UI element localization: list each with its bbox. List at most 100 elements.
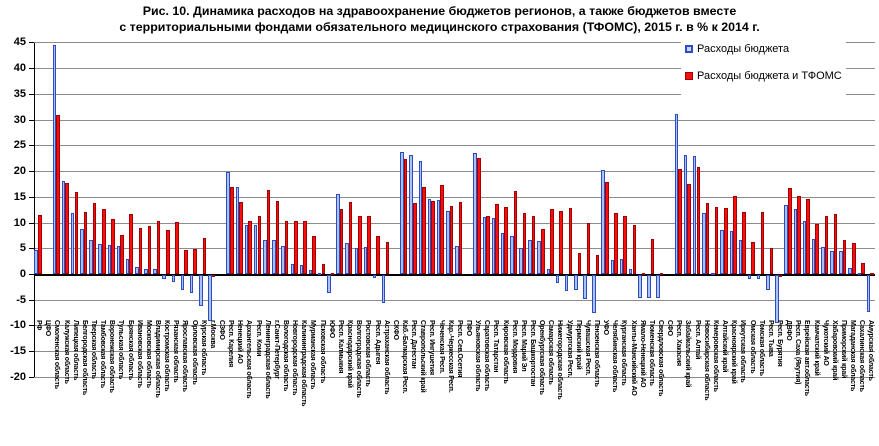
y-axis-tick: [28, 351, 34, 353]
bar-budget: [171, 274, 176, 282]
y-axis-tick: [28, 42, 34, 44]
bar-budget: [116, 246, 121, 275]
bar-budget: [592, 274, 596, 313]
bar-budget-tfoms: [184, 250, 188, 275]
legend-item-budget-tfoms: Расходы бюджета и ТФОМС: [685, 67, 842, 85]
bar-budget-tfoms: [513, 190, 518, 275]
x-axis-label: Респ. Адыгея: [373, 320, 381, 365]
bar-budget-tfoms: [156, 221, 161, 275]
x-axis-label: Респ. Башкортостан: [528, 320, 536, 387]
bar-budget: [702, 213, 706, 275]
bar-budget: [491, 217, 496, 275]
x-axis-label: Респ. Сев.Осетия: [455, 320, 463, 378]
bar-budget-tfoms: [211, 274, 216, 278]
x-axis-label: Тюменская область: [647, 320, 655, 386]
legend-marker-budget-icon: [685, 45, 693, 53]
bar-budget-tfoms: [568, 207, 572, 275]
x-axis-label: Курская область: [199, 320, 207, 376]
x-axis-label: Респ. Мордовия: [510, 320, 518, 374]
bar-budget: [574, 274, 578, 290]
bar-budget: [802, 221, 807, 275]
x-axis-label: Белгородская область: [80, 320, 88, 395]
bar-budget-tfoms: [431, 200, 435, 275]
x-axis-label: Томская область: [757, 320, 765, 376]
bar-budget-tfoms: [367, 215, 371, 275]
x-axis-label: Кемеровская область: [711, 320, 719, 392]
x-axis-label: Астраханская область: [382, 320, 390, 395]
x-axis-label: Красноярский край: [730, 320, 738, 384]
bar-budget-tfoms: [321, 264, 326, 275]
bar-budget-tfoms: [833, 213, 838, 275]
x-axis-label: Хабаровский край: [830, 320, 838, 381]
x-axis-label: Алтайский край: [721, 320, 729, 373]
bar-budget-tfoms: [422, 186, 426, 275]
bar-budget-tfoms: [266, 190, 271, 275]
x-axis-label: СКФО: [391, 320, 399, 340]
bar-budget: [61, 180, 66, 275]
bar-budget: [473, 153, 477, 275]
bar-budget: [34, 249, 38, 275]
bar-budget-tfoms: [312, 236, 316, 275]
bar-budget: [683, 155, 688, 275]
bar-budget: [98, 244, 102, 275]
y-axis-label: 20: [13, 165, 26, 178]
bar-budget: [510, 236, 514, 275]
y-axis-label: 5: [19, 242, 26, 255]
bar-budget-tfoms: [385, 242, 390, 275]
x-axis-label: Респ. Дагестан: [410, 320, 418, 369]
x-axis-label: Ямало-Ненецкий АО: [638, 320, 646, 388]
bar-budget-tfoms: [550, 208, 554, 275]
x-axis-label: Омская область: [748, 320, 756, 374]
bar-budget: [244, 224, 249, 275]
bar-budget-tfoms: [120, 234, 124, 275]
bar-budget: [345, 242, 349, 275]
bar-budget-tfoms: [614, 212, 618, 275]
bar-budget: [162, 274, 166, 280]
gridline: [33, 325, 875, 327]
bar-budget-tfoms: [230, 186, 234, 275]
y-axis-line: [33, 42, 35, 378]
y-axis-tick: [28, 299, 34, 301]
bar-budget-tfoms: [193, 249, 197, 275]
y-axis-tick: [28, 145, 34, 147]
bar-budget: [455, 246, 459, 275]
x-axis-label: СЗФО: [218, 320, 225, 340]
x-axis-label: Забайкальский край: [684, 320, 692, 388]
x-axis-label: Удмуртская Респ.: [565, 320, 573, 378]
bar-budget-tfoms: [541, 229, 545, 275]
x-axis-label: Оренбургская область: [538, 320, 546, 395]
bar-budget-tfoms: [111, 219, 115, 275]
y-axis-label: 45: [13, 36, 26, 49]
bar-budget-tfoms: [705, 202, 710, 275]
bar-budget: [70, 212, 75, 275]
legend-label-budget-tfoms: Расходы бюджета и ТФОМС: [697, 70, 842, 82]
x-axis-label: Московская область: [144, 320, 152, 388]
bar-budget-tfoms: [275, 200, 280, 275]
x-axis-label: Пензенская область: [593, 320, 601, 387]
bar-budget-tfoms: [92, 202, 97, 275]
bar-budget-tfoms: [138, 228, 143, 275]
x-axis-label: Ненецкий АО: [236, 320, 244, 364]
x-axis-label: Респ. Коми: [254, 320, 262, 357]
y-axis-tick: [28, 68, 34, 70]
bar-budget: [537, 241, 541, 275]
bar-budget-tfoms: [595, 254, 600, 275]
y-axis-tick: [28, 196, 34, 198]
bar-budget-tfoms: [531, 215, 536, 275]
bar-budget-tfoms: [358, 216, 362, 275]
x-axis-label: Кировская область: [501, 320, 509, 384]
x-axis-label: Магаданская область: [849, 320, 857, 392]
x-axis-label: г.Москва: [208, 320, 216, 349]
bar-budget-tfoms: [495, 203, 499, 275]
y-axis-tick: [28, 274, 34, 275]
bar-budget-tfoms: [687, 183, 691, 275]
bar-budget-tfoms: [102, 208, 106, 275]
y-axis-label: -20: [10, 370, 26, 383]
bar-budget-tfoms: [449, 205, 454, 275]
bar-budget: [546, 269, 551, 275]
bar-budget-tfoms: [586, 222, 591, 275]
chart-title-line-2: с территориальными фондами обязательного…: [119, 20, 760, 34]
gridline: [33, 376, 875, 378]
x-axis-label: Иркутская область: [739, 320, 747, 383]
bar-budget-tfoms: [38, 215, 42, 275]
